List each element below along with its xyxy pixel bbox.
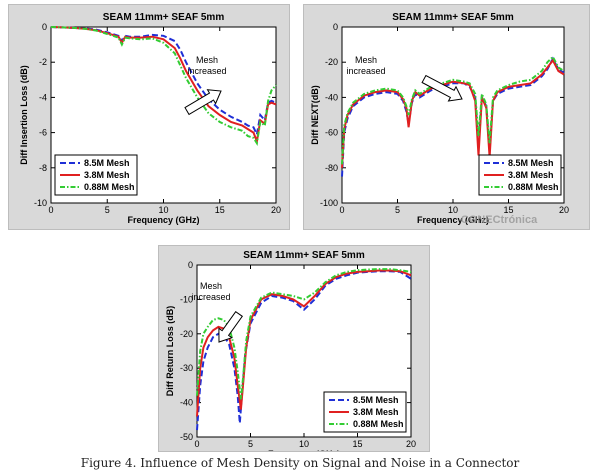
- chart-next: SEAM 11mm+ SEAF 5mm 0 5 10 15 20 0 -20 -40 -60 -80…: [310, 12, 569, 226]
- x-tick-label: 0: [194, 439, 199, 449]
- x-axis-label: Frequency (GHz): [127, 215, 199, 225]
- x-tick-label: 5: [395, 205, 400, 215]
- legend-label: 0.88M Mesh: [353, 419, 404, 429]
- annotation-arrow: [421, 74, 463, 102]
- annotation-text: increased: [346, 66, 385, 76]
- y-tick-label: -20: [180, 329, 193, 339]
- y-tick-label: -20: [325, 57, 338, 67]
- y-tick-label: -40: [325, 92, 338, 102]
- legend-label: 8.5M Mesh: [508, 158, 554, 168]
- x-tick-label: 15: [215, 205, 225, 215]
- annotation-arrow: [184, 89, 222, 116]
- chart-return-loss: SEAM 11mm+ SEAF 5mm 0 5 10 15 20 0 -10 -20 -30 -40…: [165, 250, 416, 451]
- x-tick-label: 10: [448, 205, 458, 215]
- x-tick-label: 20: [559, 205, 569, 215]
- y-tick-label: -2: [39, 57, 47, 67]
- y-tick-label: -10: [34, 198, 47, 208]
- chart-panel-insertion-loss: SEAM 11mm+ SEAF 5mm 0 5 10 15 20 0 -2 -4 -6 -8 -10 F…: [8, 4, 290, 230]
- chart-panel-next: SEAM 11mm+ SEAF 5mm 0 5 10 15 20 0 -20 -40 -60 -80…: [303, 4, 590, 230]
- x-tick-label: 10: [299, 439, 309, 449]
- annotation-text: increased: [187, 66, 226, 76]
- legend-label: 8.5M Mesh: [84, 158, 130, 168]
- chart-title: SEAM 11mm+ SEAF 5mm: [103, 12, 225, 23]
- series-line-8-5m-mesh: [341, 56, 565, 177]
- y-tick-label: -40: [180, 398, 193, 408]
- x-tick-label: 20: [271, 205, 281, 215]
- annotation-text: Mesh: [196, 55, 218, 65]
- x-axis-label: Frequency (GHz): [268, 449, 340, 451]
- chart-title: SEAM 11mm+ SEAF 5mm: [392, 12, 514, 23]
- x-tick-label: 5: [105, 205, 110, 215]
- y-tick-label: -8: [39, 163, 47, 173]
- y-tick-label: -4: [39, 92, 47, 102]
- y-axis-label: Diff Return Loss (dB): [165, 306, 175, 397]
- x-tick-label: 15: [503, 205, 513, 215]
- series-line-0-88m-mesh: [50, 26, 277, 146]
- x-tick-label: 0: [339, 205, 344, 215]
- y-tick-label: -60: [325, 128, 338, 138]
- series-line-3-8m-mesh: [341, 58, 565, 168]
- chart-panel-return-loss: SEAM 11mm+ SEAF 5mm 0 5 10 15 20 0 -10 -20 -30 -40…: [158, 245, 430, 452]
- x-tick-label: 10: [158, 205, 168, 215]
- annotation-text: increased: [191, 292, 230, 302]
- legend-label: 0.88M Mesh: [508, 182, 559, 192]
- y-tick-label: -100: [320, 198, 338, 208]
- legend-label: 8.5M Mesh: [353, 395, 399, 405]
- x-tick-label: 5: [248, 439, 253, 449]
- chart-title: SEAM 11mm+ SEAF 5mm: [243, 250, 365, 261]
- y-tick-label: -50: [180, 432, 193, 442]
- series-line-0-88m-mesh: [341, 55, 565, 165]
- legend-label: 0.88M Mesh: [84, 182, 135, 192]
- series-line-0-88m-mesh: [196, 268, 412, 400]
- legend-label: 3.8M Mesh: [508, 170, 554, 180]
- legend-label: 3.8M Mesh: [353, 407, 399, 417]
- y-tick-label: 0: [42, 22, 47, 32]
- annotation-text: Mesh: [200, 281, 222, 291]
- y-tick-label: -30: [180, 363, 193, 373]
- watermark-text: CONECtrónica: [461, 214, 538, 226]
- x-tick-label: 15: [352, 439, 362, 449]
- x-axis-label: Frequency (GHz): [417, 215, 489, 225]
- legend-label: 3.8M Mesh: [84, 170, 130, 180]
- figure-caption: Figure 4. Influence of Mesh Density on S…: [80, 456, 520, 470]
- y-axis-label: Diff NEXT(dB): [310, 85, 320, 145]
- y-tick-label: -80: [325, 163, 338, 173]
- x-tick-label: 20: [406, 439, 416, 449]
- y-tick-label: -10: [180, 294, 193, 304]
- annotation-arrow: [218, 311, 244, 343]
- y-tick-label: 0: [333, 22, 338, 32]
- y-axis-label: Diff Insertion Loss (dB): [19, 65, 29, 165]
- annotation-text: Mesh: [355, 55, 377, 65]
- x-tick-label: 0: [48, 205, 53, 215]
- y-tick-label: -6: [39, 128, 47, 138]
- chart-insertion-loss: SEAM 11mm+ SEAF 5mm 0 5 10 15 20 0 -2 -4 -6 -8 -10 F…: [19, 12, 281, 225]
- y-tick-label: 0: [188, 260, 193, 270]
- series-line-8-5m-mesh: [196, 270, 412, 431]
